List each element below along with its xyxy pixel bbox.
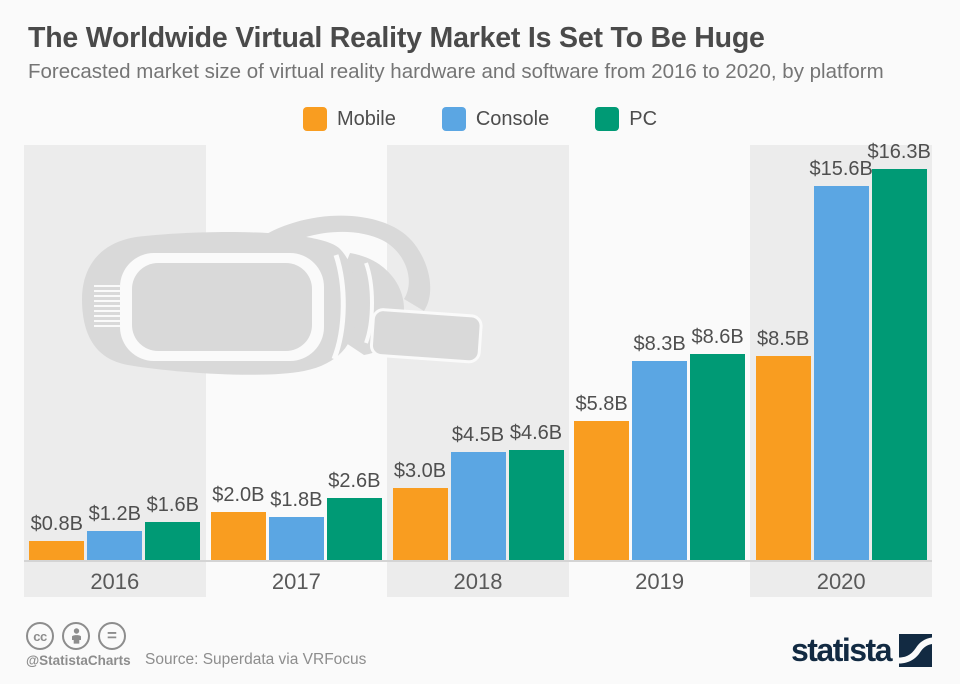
legend-item-mobile: Mobile bbox=[302, 107, 396, 131]
bar-value-mobile-2018: $3.0B bbox=[393, 460, 447, 482]
vr-headset-illustration bbox=[82, 215, 483, 375]
x-tick-2020: 2020 bbox=[816, 569, 866, 594]
legend: Mobile Console PC bbox=[0, 107, 960, 131]
bar-value-console-2019: $8.3B bbox=[633, 333, 686, 355]
bar-pc-2019 bbox=[690, 354, 746, 560]
bar-pc-2018 bbox=[508, 450, 564, 560]
legend-item-console: Console bbox=[441, 107, 550, 131]
source-text: Source: Superdata via VRFocus bbox=[145, 651, 367, 668]
statista-wordmark: statista bbox=[790, 632, 893, 668]
chart-title: The Worldwide Virtual Reality Market Is … bbox=[28, 22, 765, 54]
bar-mobile-2017 bbox=[210, 512, 266, 560]
plot-area: 2016 2017 2018 2019 2020 $0.8B $2.0B $3.0B $5.8B… bbox=[24, 141, 932, 597]
bar-pc-2020 bbox=[871, 169, 927, 560]
bar-value-mobile-2020: $8.5B bbox=[757, 328, 810, 350]
legend-label-mobile: Mobile bbox=[336, 107, 396, 130]
bar-mobile-2019 bbox=[574, 421, 630, 560]
bar-mobile-2016 bbox=[29, 541, 85, 560]
no-derivatives-icon: = bbox=[98, 622, 126, 650]
bar-mobile-2018 bbox=[392, 488, 448, 560]
bar-value-console-2018: $4.5B bbox=[451, 424, 505, 446]
bar-console-2016 bbox=[87, 531, 143, 560]
bar-pc-2016 bbox=[145, 522, 201, 560]
legend-label-console: Console bbox=[475, 107, 550, 130]
legend-label-pc: PC bbox=[629, 107, 658, 130]
statista-logo-mark bbox=[899, 634, 932, 667]
x-tick-2018: 2018 bbox=[453, 569, 503, 594]
license-icon-row: cc = bbox=[26, 622, 126, 650]
bar-console-2020 bbox=[813, 186, 869, 560]
bar-value-pc-2018: $4.6B bbox=[509, 422, 563, 444]
bar-value-pc-2020: $16.3B bbox=[867, 141, 931, 163]
bar-value-pc-2017: $2.6B bbox=[328, 470, 381, 492]
legend-item-pc: PC bbox=[595, 107, 657, 131]
bar-console-2017 bbox=[268, 517, 324, 560]
bar-value-pc-2016: $1.6B bbox=[146, 494, 199, 516]
bar-value-console-2016: $1.2B bbox=[88, 503, 141, 525]
bar-pc-2017 bbox=[326, 498, 382, 560]
bar-value-mobile-2016: $0.8B bbox=[30, 513, 83, 535]
x-axis-line bbox=[24, 560, 932, 562]
bar-value-console-2017: $1.8B bbox=[270, 489, 323, 511]
legend-swatch-mobile bbox=[302, 107, 327, 131]
bar-value-mobile-2017: $2.0B bbox=[212, 484, 265, 506]
legend-swatch-console bbox=[441, 107, 466, 131]
x-tick-2019: 2019 bbox=[635, 569, 685, 594]
bar-mobile-2020 bbox=[755, 356, 811, 560]
statista-charts-handle: @StatistaCharts bbox=[26, 653, 131, 668]
x-tick-2017: 2017 bbox=[271, 569, 321, 594]
bar-value-pc-2019: $8.6B bbox=[691, 326, 744, 348]
bar-console-2019 bbox=[632, 361, 688, 560]
legend-swatch-pc bbox=[595, 107, 620, 131]
x-tick-2016: 2016 bbox=[90, 569, 140, 594]
bar-value-console-2020: $15.6B bbox=[809, 158, 873, 180]
attribution-person-icon bbox=[62, 622, 90, 650]
cc-icon: cc bbox=[26, 622, 54, 650]
statista-logo: statista bbox=[791, 634, 932, 667]
chart-subtitle: Forecasted market size of virtual realit… bbox=[28, 60, 884, 83]
bar-console-2018 bbox=[450, 452, 506, 560]
bar-value-mobile-2019: $5.8B bbox=[575, 393, 628, 415]
